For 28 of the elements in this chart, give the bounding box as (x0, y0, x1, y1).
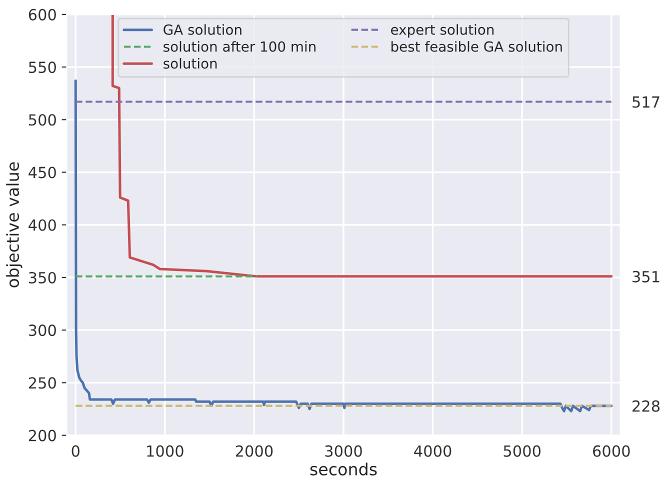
line-series (74, 79, 613, 412)
y2-tick-label: 517 (632, 96, 660, 108)
x-tick-label: 0 (72, 445, 80, 457)
legend-label: expert solution (391, 24, 494, 38)
x-axis-title: seconds (310, 462, 377, 476)
y-tick-label: 600 (28, 8, 56, 20)
x-tick-label: 3000 (325, 445, 362, 457)
y2-tick-label: 351 (632, 270, 660, 282)
x-tick-label: 6000 (593, 445, 630, 457)
y-tick-label: 250 (28, 377, 56, 389)
legend-label: solution after 100 min (164, 41, 316, 52)
y-tick-label: 450 (28, 166, 56, 178)
x-tick-label: 1000 (147, 445, 184, 457)
y-tick-label: 300 (28, 324, 56, 336)
y-axis-title: objective value (6, 162, 22, 288)
x-tick-label: 2000 (236, 445, 273, 457)
y-tick-label: 500 (28, 114, 56, 126)
x-tick-label: 5000 (504, 445, 541, 457)
y-tick-label: 400 (28, 219, 56, 231)
line-series (111, 14, 613, 278)
legend-label: GA solution (164, 24, 242, 35)
y-tick-label: 350 (28, 272, 56, 284)
x-tick-label: 4000 (414, 445, 452, 457)
legend-label: solution (164, 58, 217, 69)
y-tick-label: 550 (28, 62, 56, 74)
y2-tick-label: 228 (632, 400, 660, 412)
y-tick-label: 200 (28, 430, 56, 442)
legend-label: best feasible GA solution (392, 41, 562, 52)
